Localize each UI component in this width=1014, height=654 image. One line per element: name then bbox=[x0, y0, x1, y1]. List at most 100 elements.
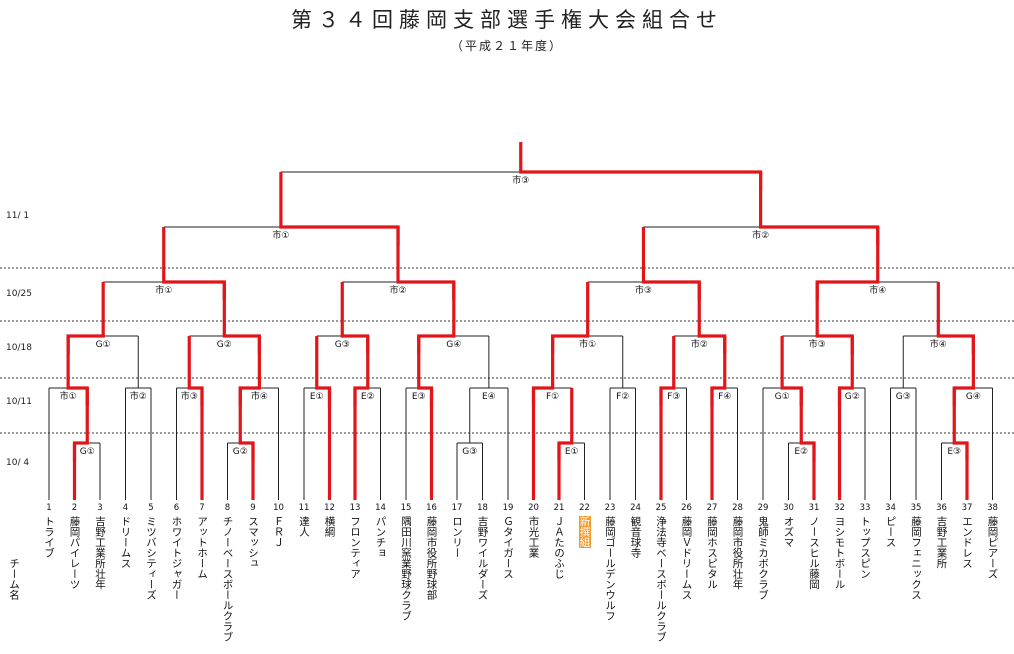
match-f2 bbox=[610, 336, 636, 389]
team-name: ロンリー bbox=[451, 516, 463, 558]
team-name: 鬼師ミカボクラブ bbox=[757, 516, 769, 600]
date-label: 10/25 bbox=[6, 289, 32, 299]
team-number: 6 bbox=[173, 503, 180, 513]
team-name: チノーベースボールクラブ bbox=[221, 516, 234, 642]
team-number: 29 bbox=[757, 503, 769, 513]
team-number: 21 bbox=[553, 503, 565, 513]
team-number: 38 bbox=[987, 503, 998, 513]
match-label: 市③ bbox=[181, 390, 198, 402]
team-name: アットホーム bbox=[196, 516, 208, 579]
team-number: 5 bbox=[148, 503, 154, 513]
match-label: E③ bbox=[947, 447, 961, 457]
team-number: 8 bbox=[224, 503, 231, 513]
winner-path bbox=[815, 282, 854, 354]
winner-path bbox=[697, 282, 727, 354]
match-label: 市③ bbox=[635, 284, 652, 296]
winner-path bbox=[551, 282, 590, 354]
team-number: 14 bbox=[375, 503, 386, 513]
winner-path bbox=[162, 227, 226, 300]
match-label: 市① bbox=[579, 338, 596, 350]
match-label: G③ bbox=[462, 447, 477, 457]
team-name: パンチョ bbox=[374, 516, 387, 558]
team-number: 20 bbox=[528, 503, 539, 513]
team-number: 18 bbox=[477, 503, 488, 513]
team-name: 藤岡市役所壮年 bbox=[731, 516, 744, 590]
team-name: 吉野工業所壮年 bbox=[94, 516, 106, 590]
team-name: エンドレス bbox=[961, 516, 973, 569]
team-name: 浄法寺ベースボールクラブ bbox=[655, 516, 667, 642]
match-label: F② bbox=[616, 392, 629, 402]
match-label: 市② bbox=[752, 229, 769, 241]
team-number: 19 bbox=[502, 503, 514, 513]
match-label: F① bbox=[546, 392, 559, 402]
team-column-label: チーム名 bbox=[8, 558, 20, 600]
winner-path bbox=[519, 142, 763, 190]
team-number: 26 bbox=[681, 503, 692, 513]
match-label: E① bbox=[310, 392, 324, 402]
match-label: 市① bbox=[272, 229, 289, 241]
team-number: 10 bbox=[273, 503, 284, 513]
winner-path bbox=[759, 172, 880, 245]
match-label: G① bbox=[80, 447, 95, 457]
team-name: 藤岡ホスピタル bbox=[706, 516, 718, 590]
team-number: 28 bbox=[732, 503, 743, 513]
page-subtitle: （平成２１年度） bbox=[450, 39, 563, 53]
team-number: 17 bbox=[451, 503, 463, 513]
team-name: オズマ bbox=[782, 516, 795, 548]
match-label: G② bbox=[233, 447, 248, 457]
match-label: E④ bbox=[482, 392, 496, 402]
team-number: 7 bbox=[199, 503, 205, 513]
team-number: 35 bbox=[910, 503, 922, 513]
team-number: 23 bbox=[604, 503, 616, 513]
team-name: 藤岡ピアーズ bbox=[986, 516, 999, 579]
date-label: 11/ 1 bbox=[6, 211, 29, 221]
winner-path bbox=[417, 282, 456, 354]
team-name: 横綱 bbox=[323, 516, 336, 537]
team-number: 3 bbox=[97, 503, 103, 513]
team-number: 16 bbox=[426, 503, 437, 513]
match-label: 市① bbox=[155, 284, 172, 296]
winner-path bbox=[815, 227, 880, 300]
team-number: 9 bbox=[250, 503, 256, 513]
winner-path bbox=[222, 282, 261, 354]
team-name: ホワイトジャガー bbox=[170, 516, 183, 600]
team-name: ドリームス bbox=[119, 516, 132, 569]
team-number: 22 bbox=[579, 503, 590, 513]
team-number: 37 bbox=[961, 503, 973, 513]
match-label: G④ bbox=[446, 340, 461, 350]
winner-path bbox=[396, 227, 456, 300]
match-label: G④ bbox=[966, 392, 981, 402]
team-name: 観音球寺 bbox=[629, 516, 642, 558]
match-label: 市② bbox=[691, 338, 708, 350]
match-label: G① bbox=[775, 392, 790, 402]
match-label: G② bbox=[845, 392, 860, 402]
team-number: 32 bbox=[834, 503, 845, 513]
match-label: G② bbox=[217, 340, 232, 350]
team-number: 1 bbox=[46, 503, 52, 513]
team-name: 藤岡市役所野球部 bbox=[425, 516, 438, 600]
winner-path bbox=[66, 336, 89, 406]
date-label: 10/18 bbox=[6, 343, 32, 353]
team-number: 30 bbox=[783, 503, 794, 513]
team-name: 達人 bbox=[298, 516, 310, 537]
team-number: 24 bbox=[630, 503, 641, 513]
match-label: G③ bbox=[896, 392, 911, 402]
team-number: 36 bbox=[936, 503, 947, 513]
match-label: E③ bbox=[412, 392, 426, 402]
team-number: 25 bbox=[655, 503, 667, 513]
date-label: 10/11 bbox=[6, 397, 32, 407]
team-name: ノースヒル藤岡 bbox=[808, 516, 820, 590]
team-number: 11 bbox=[298, 503, 310, 513]
match-label: 市② bbox=[389, 284, 406, 296]
team-number: 27 bbox=[706, 503, 718, 513]
match-label: F③ bbox=[667, 392, 680, 402]
match-label: E② bbox=[361, 392, 375, 402]
match-p3 bbox=[457, 388, 483, 444]
team-name: 吉野工業所 bbox=[935, 516, 948, 569]
team-name: ＦＲＪ bbox=[272, 516, 285, 548]
team-name: トライブ bbox=[43, 516, 55, 558]
team-number: 15 bbox=[400, 503, 412, 513]
team-name: 藤岡パイレーツ bbox=[68, 516, 81, 590]
match-label: G① bbox=[96, 340, 111, 350]
